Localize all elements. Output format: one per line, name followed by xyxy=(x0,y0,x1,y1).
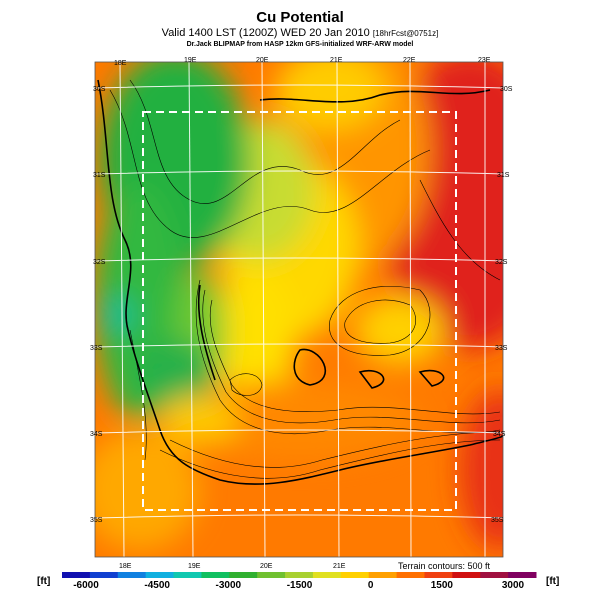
lon-label-bottom: 18E xyxy=(119,563,132,570)
graticule xyxy=(95,62,503,557)
colorbar-tick-label: 0 xyxy=(367,580,374,591)
colorbar-swatch xyxy=(62,572,91,578)
chart-title: Cu Potential xyxy=(256,9,344,26)
lat-label-left: 33S xyxy=(90,345,103,352)
colorbar-tick-label: -6000 xyxy=(73,580,99,591)
colorbar-unit-left: [ft] xyxy=(37,576,51,587)
colorbar-swatch xyxy=(229,572,258,578)
lat-labels-left: 30S 31S 32S 33S 34S 35S xyxy=(90,86,106,524)
terrain-contour-note: Terrain contours: 500 ft xyxy=(398,561,491,571)
lat-label-right: 32S xyxy=(495,259,508,266)
colorbar-swatch xyxy=(424,572,453,578)
lat-label-left: 31S xyxy=(93,172,106,179)
colorbar-swatch xyxy=(396,572,425,578)
colorbar-swatch xyxy=(285,572,314,578)
model-credit: Dr.Jack BLIPMAP from HASP 12km GFS-initi… xyxy=(186,41,414,48)
colorbar-swatch xyxy=(452,572,481,578)
lat-label-left: 30S xyxy=(93,86,106,93)
lat-label-right: 35S xyxy=(491,517,504,524)
lon-label-top: 23E xyxy=(478,57,491,64)
colorbar-swatch xyxy=(117,572,147,578)
valid-time-main: Valid 1400 LST (1200Z) WED 20 Jan 2010 xyxy=(161,27,370,39)
lon-label-top: 21E xyxy=(330,57,343,64)
colorbar-swatch xyxy=(312,572,342,578)
colorbar-swatch xyxy=(508,572,537,578)
colorbar xyxy=(62,572,537,578)
colorbar-swatch xyxy=(173,572,202,578)
lon-label-top: 22E xyxy=(403,57,416,64)
forecast-tag: [18hrFcst@0751z] xyxy=(372,29,439,38)
potential-field xyxy=(95,62,503,557)
lon-label-top: 19E xyxy=(184,57,197,64)
colorbar-swatch xyxy=(89,572,119,578)
lon-labels-top: 18E 19E 20E 21E 22E 23E xyxy=(114,57,491,67)
lat-label-right: 30S xyxy=(500,86,513,93)
lat-labels-right: 30S 31S 32S 33S 34S 35S xyxy=(491,86,513,524)
colorbar-swatch xyxy=(368,572,398,578)
lon-label-bottom: 21E xyxy=(333,563,346,570)
lon-label-top: 18E xyxy=(114,60,127,67)
colorbar-unit-right: [ft] xyxy=(546,576,560,587)
lon-label-bottom: 20E xyxy=(260,563,273,570)
colorbar-swatch xyxy=(340,572,370,578)
lat-label-right: 34S xyxy=(493,431,506,438)
colorbar-tick-label: -1500 xyxy=(286,580,313,591)
colorbar-tick-label: -4500 xyxy=(144,580,170,591)
colorbar-swatch xyxy=(480,572,509,578)
colorbar-tick-label: 1500 xyxy=(430,580,453,591)
colorbar-tick-label: 3000 xyxy=(501,580,525,591)
colorbar-swatch xyxy=(201,572,230,578)
colorbar-tick-label: -3000 xyxy=(215,580,242,591)
lon-labels-bottom: 18E 19E 20E 21E xyxy=(119,563,346,570)
lat-label-left: 35S xyxy=(90,517,103,524)
valid-time: Valid 1400 LST (1200Z) WED 20 Jan 2010 [… xyxy=(0,27,600,39)
inner-domain-box xyxy=(142,111,457,511)
lon-label-bottom: 19E xyxy=(188,563,201,570)
lat-label-left: 34S xyxy=(90,431,103,438)
colorbar-swatch xyxy=(257,572,286,578)
lon-label-top: 20E xyxy=(256,57,269,64)
coastline xyxy=(97,79,503,485)
lat-label-right: 33S xyxy=(495,345,508,352)
map-frame xyxy=(94,61,504,558)
lat-label-left: 32S xyxy=(93,259,106,266)
colorbar-swatch xyxy=(145,572,175,578)
lat-label-right: 31S xyxy=(497,172,510,179)
